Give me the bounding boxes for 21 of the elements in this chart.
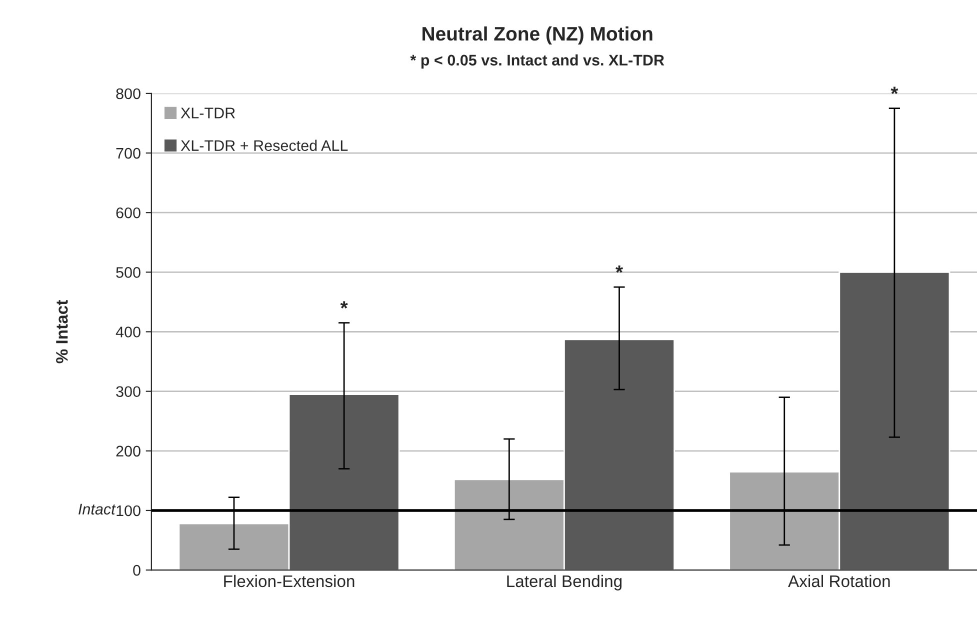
y-tick-label: 100 (116, 505, 140, 516)
annotation: * (616, 265, 624, 273)
y-axis-title: % Intact (56, 300, 68, 364)
x-tick-label: Lateral Bending (507, 574, 622, 590)
y-tick-label: 300 (116, 386, 140, 398)
y-tick-label: 0 (133, 564, 140, 576)
y-tick-label: 500 (116, 267, 140, 278)
y-tick-label: 200 (116, 446, 140, 457)
y-tick-label: 700 (116, 148, 140, 159)
chart-title: Neutral Zone (NZ) Motion (422, 26, 652, 45)
y-tick-label: 800 (116, 88, 140, 100)
y-tick-label: 400 (116, 326, 140, 338)
legend-label: XL-TDR + Resected ALL (180, 140, 348, 151)
chart-subtitle: * p < 0.05 vs. Intact and vs. XL-TDR (410, 54, 664, 69)
legend-label: XL-TDR (180, 108, 235, 118)
x-tick-label: Axial Rotation (788, 574, 890, 588)
x-tick-label: Flexion-Extension (224, 574, 354, 588)
annotation: * (340, 301, 348, 308)
annotation: * (890, 86, 898, 94)
ref-line-label: Intact (78, 504, 116, 515)
y-tick-label: 600 (116, 207, 140, 218)
